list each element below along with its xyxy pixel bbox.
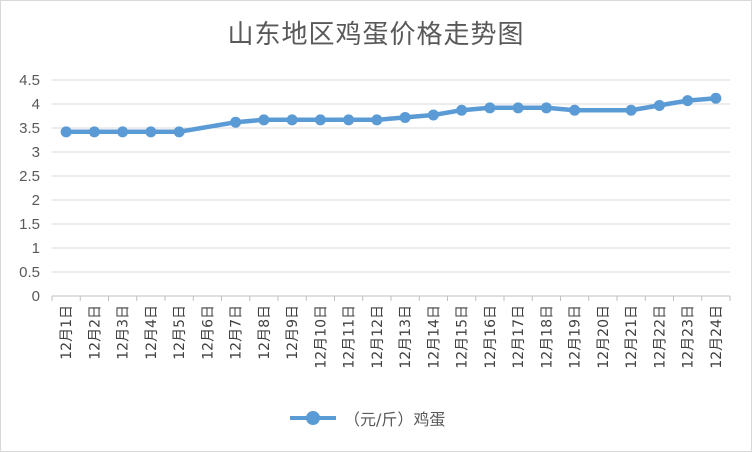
x-tick-label: 12月18日 <box>539 305 555 369</box>
y-tick-label: 3.5 <box>19 120 40 137</box>
y-tick-label: 4 <box>32 96 40 113</box>
y-tick-label: 4.5 <box>19 72 40 89</box>
x-tick-label: 12月9日 <box>285 305 301 360</box>
x-tick-label: 12月20日 <box>596 305 612 369</box>
data-point <box>286 114 298 126</box>
data-point <box>88 126 100 138</box>
x-tick-label: 12月4日 <box>144 305 160 360</box>
y-tick-label: 1.5 <box>19 216 40 233</box>
x-tick-label: 12月23日 <box>681 305 697 369</box>
data-point <box>343 114 355 126</box>
x-axis <box>51 295 731 301</box>
x-tick-label: 12月12日 <box>370 305 386 369</box>
gridlines <box>52 79 730 273</box>
series-layer <box>60 92 722 138</box>
x-tick-label: 12月6日 <box>200 305 216 360</box>
data-point <box>682 95 694 107</box>
x-tick-label: 12月3日 <box>116 305 132 360</box>
data-point <box>145 126 157 138</box>
x-tick-label: 12月16日 <box>483 305 499 369</box>
data-point <box>427 109 439 121</box>
series-line <box>63 95 719 135</box>
data-point <box>512 102 524 114</box>
x-tick-label: 12月15日 <box>455 305 471 369</box>
x-tick-label: 12月22日 <box>652 305 668 369</box>
x-tick-label: 12月19日 <box>568 305 584 369</box>
y-tick-label: 1 <box>32 240 40 257</box>
legend: （元/斤）鸡蛋 <box>290 406 445 430</box>
data-point <box>117 126 129 138</box>
data-point <box>258 114 270 126</box>
data-point <box>625 104 637 116</box>
data-point <box>653 99 665 111</box>
x-tick-label: 12月21日 <box>624 305 640 369</box>
data-point <box>371 114 383 126</box>
x-tick-label: 12月13日 <box>398 305 414 369</box>
legend-marker-icon <box>290 406 336 430</box>
data-point <box>484 102 496 114</box>
data-point <box>540 102 552 114</box>
x-tick-label: 12月5日 <box>172 305 188 360</box>
y-tick-label: 2.5 <box>19 168 40 185</box>
data-point <box>710 92 722 104</box>
x-tick-label: 12月11日 <box>342 305 358 369</box>
data-point <box>314 114 326 126</box>
x-tick-label: 12月8日 <box>257 305 273 360</box>
data-point <box>456 104 468 116</box>
x-tick-label: 12月1日 <box>59 305 75 360</box>
data-point <box>569 104 581 116</box>
x-tick-label: 12月7日 <box>229 305 245 360</box>
data-point <box>399 111 411 123</box>
y-axis-ticks: 0 0.5 1 1.5 2 2.5 3 3.5 4 4.5 <box>19 72 40 305</box>
x-tick-label: 12月10日 <box>313 305 329 369</box>
data-point <box>60 126 72 138</box>
legend-label: （元/斤）鸡蛋 <box>344 410 446 429</box>
y-tick-label: 0 <box>32 288 40 305</box>
y-tick-label: 0.5 <box>19 264 40 281</box>
x-tick-label: 12月17日 <box>511 305 527 369</box>
chart-title: 山东地区鸡蛋价格走势图 <box>227 20 525 50</box>
x-tick-label: 12月24日 <box>709 305 725 369</box>
x-axis-ticks: 12月1日 12月2日 12月3日 12月4日 12月5日 12月6日 12月7日 12月8日… <box>59 305 725 369</box>
data-point <box>230 116 242 128</box>
y-tick-label: 2 <box>32 192 40 209</box>
x-tick-label: 12月2日 <box>87 305 103 360</box>
y-tick-label: 3 <box>32 144 40 161</box>
x-tick-label: 12月14日 <box>426 305 442 369</box>
data-point <box>173 126 185 138</box>
